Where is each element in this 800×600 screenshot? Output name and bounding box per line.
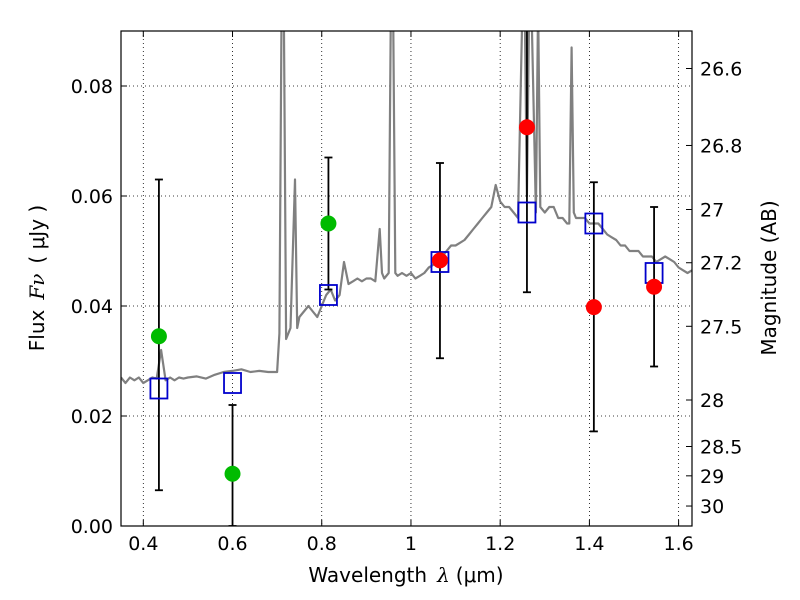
y-tick-label: 0.02: [71, 406, 113, 428]
model-square-marker: [319, 284, 338, 306]
x-axis-label-symbol: λ: [436, 563, 450, 587]
model-square-marker: [223, 372, 242, 394]
y2-tick-label: 28.5: [700, 436, 742, 458]
red-data-point: [431, 252, 448, 269]
green-data-point: [320, 215, 337, 232]
x-tick-label: 0.4: [128, 533, 158, 555]
y-axis-label-prefix: Flux: [25, 309, 49, 351]
x-axis-label: Wavelength λ (μm): [308, 563, 503, 587]
x-tick-label: 1.4: [574, 533, 604, 555]
x-axis-label-prefix: Wavelength: [308, 563, 427, 587]
y-axis-label: Flux Fν ( μJy ): [25, 205, 49, 351]
y-tick-label: 0.06: [71, 186, 113, 208]
x-tick-label: 1.6: [664, 533, 694, 555]
x-tick-label: 0.8: [307, 533, 337, 555]
model-square-marker: [149, 377, 169, 400]
x-axis-label-unit: (μm): [456, 563, 504, 587]
y2-tick-label: 26.8: [700, 135, 742, 157]
green-data-point: [224, 465, 241, 482]
y2-axis-label: Magnitude (AB): [757, 200, 781, 355]
model-square-marker: [430, 251, 450, 273]
model-square-marker: [517, 201, 537, 224]
red-data-point: [518, 119, 535, 136]
red-data-point: [646, 278, 663, 295]
y2-tick-label: 30: [700, 496, 724, 518]
ticks: [121, 31, 692, 527]
spectrum-line: [121, 31, 692, 385]
y2-tick-label: 29: [700, 466, 724, 488]
y-axis-label-unit: ( μJy ): [25, 205, 49, 264]
y-tick-label: 0.00: [71, 516, 113, 538]
y-axis-label-symbol: Fν: [25, 274, 49, 301]
plot-area: [121, 31, 692, 526]
y-tick-label: 0.04: [71, 296, 113, 318]
y2-tick-label: 27: [700, 199, 724, 221]
y2-tick-label: 26.6: [700, 59, 742, 81]
y2-tick-label: 27.2: [700, 253, 742, 275]
green-data-point: [150, 328, 167, 345]
x-tick-label: 0.6: [217, 533, 247, 555]
model-square-marker: [584, 212, 604, 235]
x-tick-label: 1: [405, 533, 417, 555]
y2-tick-label: 27.5: [700, 316, 742, 338]
red-data-point: [585, 299, 602, 316]
tick-labels: 0.4 0.6 0.8 1 1.2 1.4 1.6 0.00 0.02 0.04 0.06 0.08 2…: [71, 59, 743, 555]
plot-frame: [120, 30, 693, 527]
y2-tick-label: 28: [700, 390, 724, 412]
y-tick-label: 0.08: [71, 76, 113, 98]
x-tick-label: 1.2: [485, 533, 515, 555]
